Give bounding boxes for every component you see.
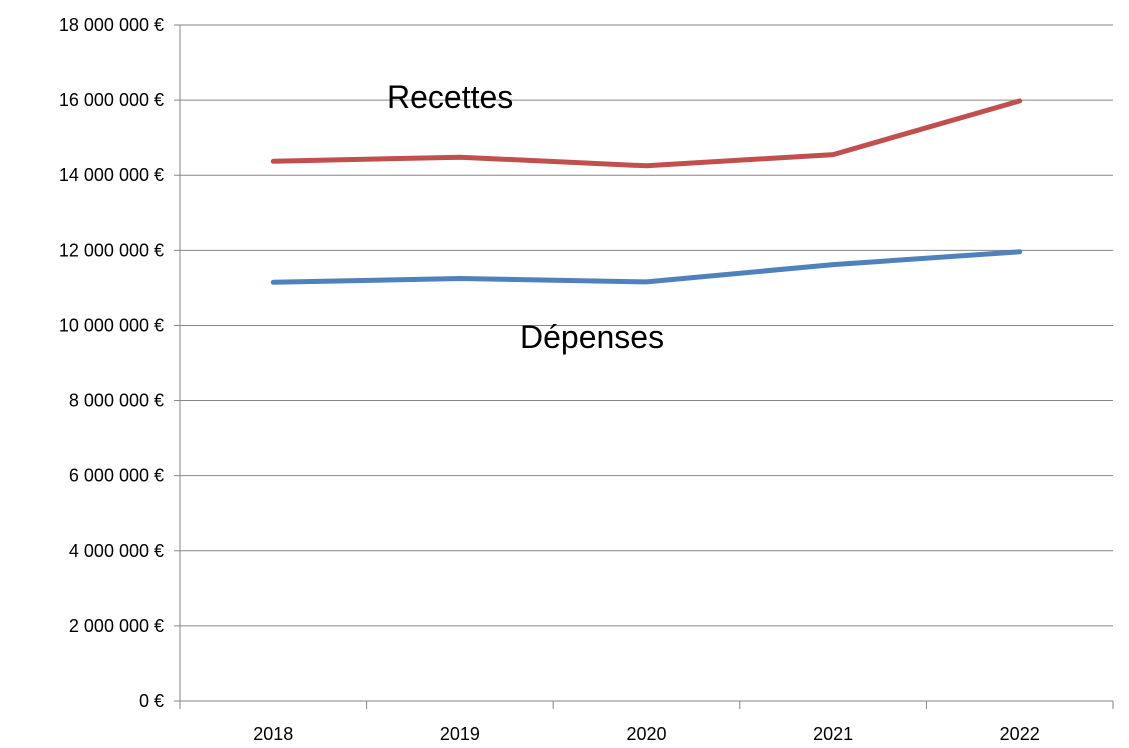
series-line-recettes (270, 98, 1023, 169)
y-tick-label: 10 000 000 € (59, 315, 164, 335)
y-tick-label: 14 000 000 € (59, 165, 164, 185)
x-tick-label: 2020 (626, 724, 666, 744)
y-axis-tick-labels: 0 € 2 000 000 € 4 000 000 € 6 000 000 € 8 00… (59, 15, 164, 711)
series-line-depenses (270, 249, 1023, 285)
x-axis-tick-labels: 2018 2019 2020 2021 2022 (253, 724, 1039, 744)
x-tick-label: 2019 (440, 724, 480, 744)
y-tick-label: 18 000 000 € (59, 15, 164, 35)
x-tick-label: 2021 (813, 724, 853, 744)
annotation-recettes: Recettes (387, 79, 513, 115)
x-tick-label: 2022 (1000, 724, 1040, 744)
series-annotations: Recettes Dépenses (387, 79, 664, 355)
series-lines (270, 98, 1023, 285)
y-tick-label: 6 000 000 € (69, 466, 164, 486)
y-tick-label: 16 000 000 € (59, 90, 164, 110)
y-tick-label: 0 € (139, 691, 164, 711)
y-tick-label: 12 000 000 € (59, 240, 164, 260)
y-tick-label: 2 000 000 € (69, 616, 164, 636)
y-tick-label: 4 000 000 € (69, 541, 164, 561)
annotation-depenses: Dépenses (520, 319, 664, 355)
axes (174, 24, 1114, 709)
y-tick-label: 8 000 000 € (69, 391, 164, 411)
gridlines (180, 24, 1113, 627)
x-tick-label: 2018 (253, 724, 293, 744)
